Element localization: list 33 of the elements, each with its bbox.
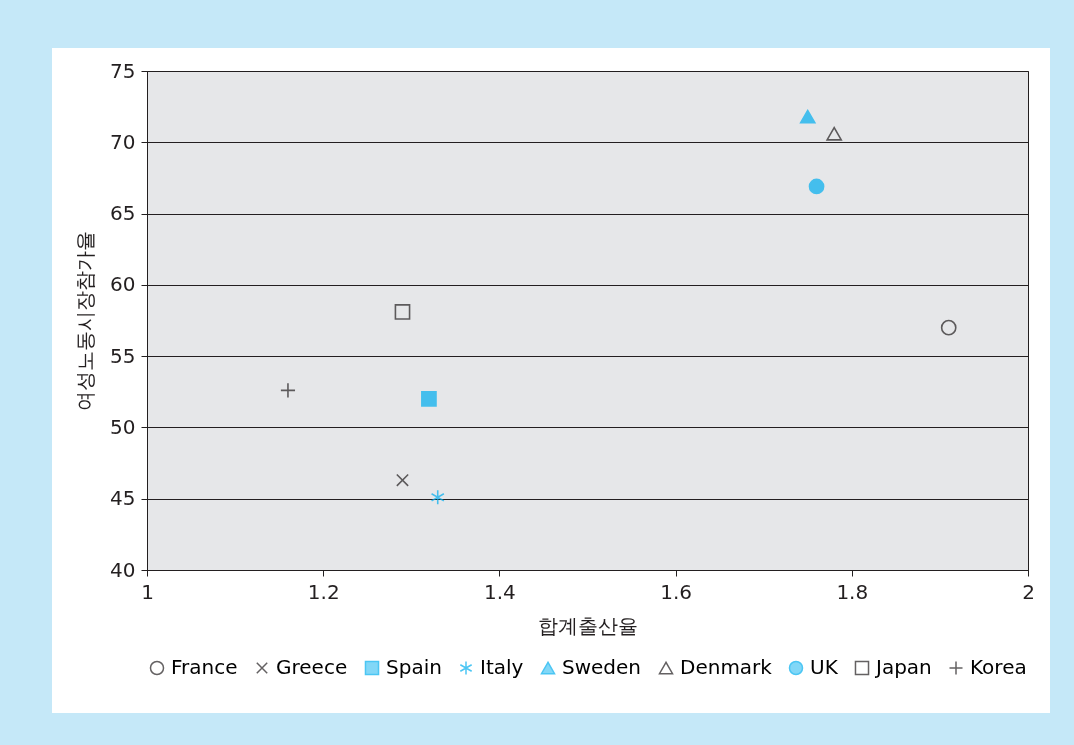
point (808, 178, 825, 195)
y-axis-title: 여성노동시장참가율 (73, 231, 98, 411)
y-tick-label: 60 (110, 272, 136, 297)
y-tick-label: 40 (110, 557, 136, 582)
y-tick-label: 55 (110, 343, 136, 368)
legend-label: Sweden (562, 655, 642, 679)
x-tick-label: 1.8 (836, 579, 869, 604)
point (430, 489, 445, 506)
legend-label: Japan (874, 655, 932, 679)
legend-label: Denmark (680, 655, 773, 679)
point (396, 473, 409, 487)
legend-label: Spain (386, 655, 442, 679)
legend-label: Greece (276, 655, 348, 679)
y-tick-label: 65 (110, 201, 136, 226)
x-tick-label: 1 (141, 579, 154, 604)
point (940, 319, 957, 336)
y-tick-label: 70 (110, 129, 136, 154)
point (421, 391, 437, 407)
legend-label: UK (810, 655, 839, 679)
y-tick-label: 75 (110, 58, 136, 83)
x-tick-label: 1.2 (307, 579, 340, 604)
legend-label: France (171, 655, 238, 679)
legend-label: Korea (970, 655, 1027, 679)
x-tick-label: 2 (1022, 579, 1035, 604)
point (394, 304, 411, 320)
y-tick-label: 50 (110, 414, 136, 439)
x-tick-label: 1.6 (660, 579, 693, 604)
point (799, 109, 816, 124)
x-tick-label: 1.4 (483, 579, 516, 604)
legend-label: Italy (480, 655, 524, 679)
y-tick-label: 45 (110, 486, 136, 511)
x-axis-title: 합계출산율 (538, 613, 638, 638)
point (826, 126, 843, 141)
